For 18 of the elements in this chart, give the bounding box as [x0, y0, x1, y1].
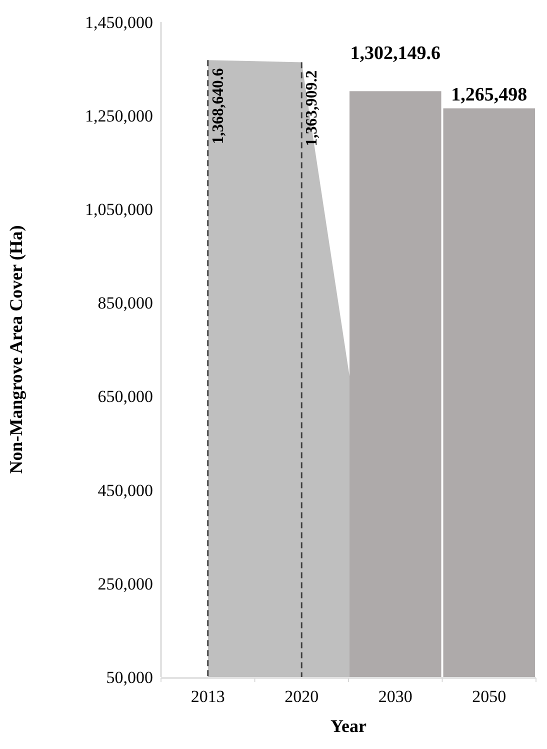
y-tick-label: 650,000: [98, 387, 153, 406]
y-tick-label: 1,250,000: [85, 106, 153, 126]
x-tick-label: 2030: [378, 687, 412, 706]
y-tick-label: 1,050,000: [85, 200, 153, 220]
y-tick-label: 50,000: [106, 668, 153, 687]
y-tick-label: 450,000: [98, 480, 153, 500]
y-axis-title: Non-Mangrove Area Cover (Ha): [6, 225, 26, 474]
y-tick-label: 250,000: [98, 574, 153, 594]
data-label: 1,265,498: [451, 84, 528, 106]
y-tick-label: 850,000: [98, 294, 153, 313]
data-label: 1,302,149.6: [350, 43, 440, 64]
x-tick-label: 2013: [190, 687, 225, 706]
data-label: 1,363,909.2: [304, 70, 321, 146]
x-tick-label: 2020: [284, 687, 319, 706]
data-label: 1,368,640.6: [210, 68, 227, 144]
x-axis-title: Year: [330, 716, 366, 736]
y-tick-label: 1,450,000: [85, 12, 153, 32]
x-tick-label: 2050: [472, 687, 506, 706]
